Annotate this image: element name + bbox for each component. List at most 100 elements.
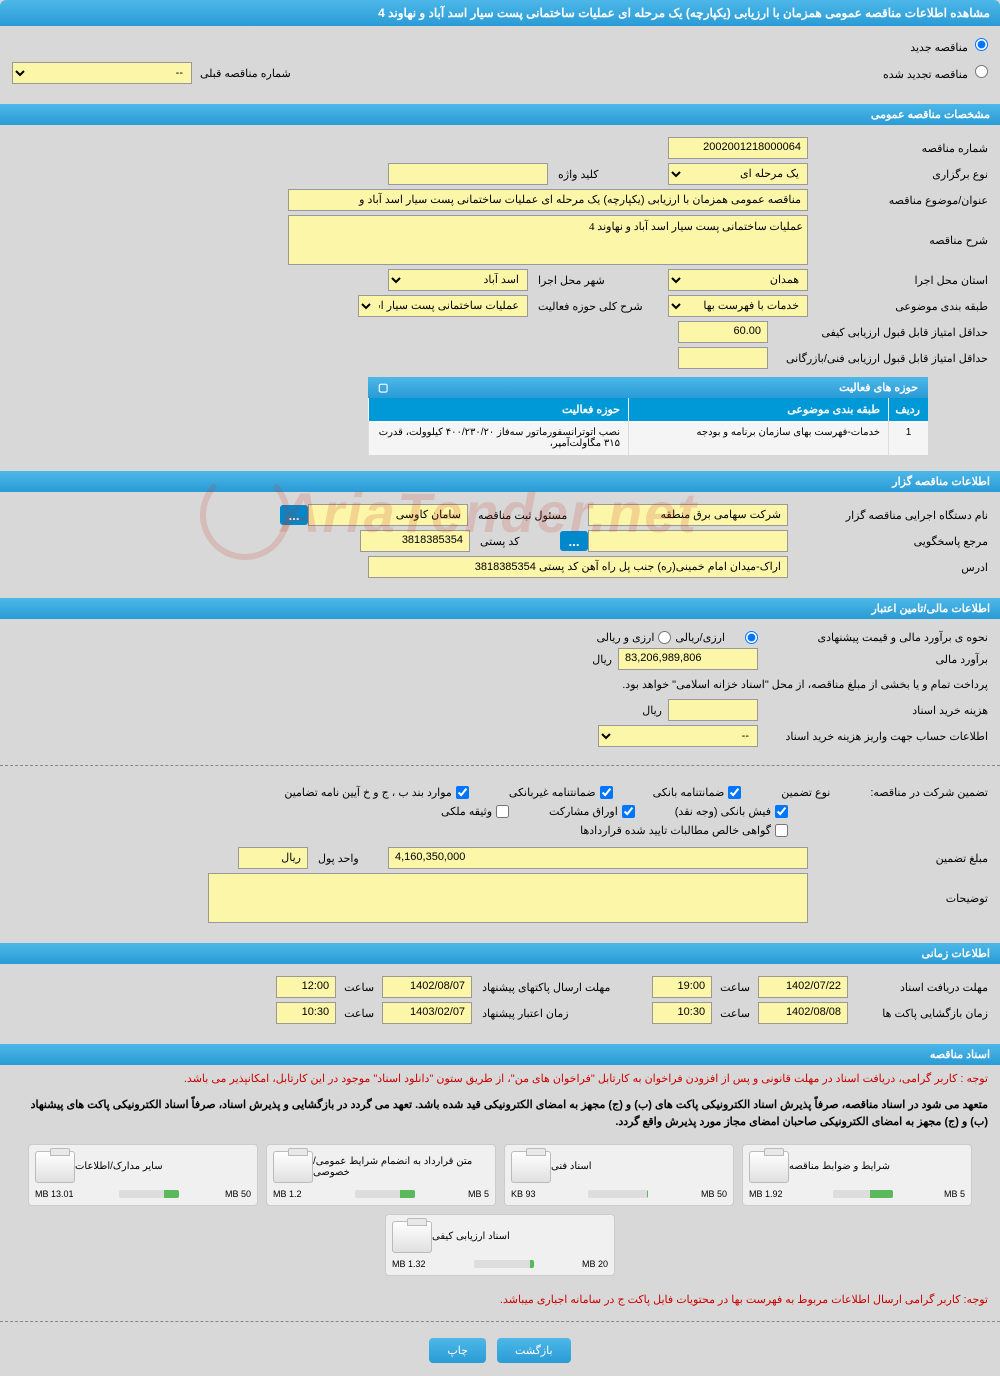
unit-value: ریال	[238, 847, 308, 869]
tender-no-label: شماره مناقصه	[808, 142, 988, 155]
col-class-header: طبقه بندی موضوعی	[628, 398, 888, 421]
keyword-label: کلید واژه	[548, 168, 668, 181]
province-select[interactable]: همدان	[668, 269, 808, 291]
folder-icon	[273, 1151, 313, 1183]
method-label: نحوه ی برآورد مالی و قیمت پیشنهادی	[758, 631, 988, 644]
file-max: 20 MB	[582, 1259, 608, 1269]
estimate-label: برآورد مالی	[758, 653, 988, 666]
post-value: 3818385354	[360, 530, 470, 552]
file-max: 5 MB	[468, 1189, 489, 1199]
collapse-icon[interactable]: ▢	[378, 381, 388, 394]
folder-icon	[749, 1151, 789, 1183]
chk-cash[interactable]	[775, 805, 788, 818]
keyword-input[interactable]	[388, 163, 548, 185]
docs-warning-1: توجه : کاربر گرامی، دریافت اسناد در مهلت…	[0, 1065, 1000, 1095]
back-button[interactable]: بازگشت	[497, 1338, 571, 1363]
resp-lookup-button[interactable]: ...	[280, 505, 308, 525]
file-name: سایر مدارک/اطلاعات	[75, 1161, 251, 1172]
prev-tender-label: شماره مناقصه قبلی	[200, 67, 291, 80]
holding-type-select[interactable]: یک مرحله ای	[668, 163, 808, 185]
file-name: اسناد ارزیابی کیفی	[432, 1231, 608, 1242]
valid-date: 1403/02/07	[382, 1002, 472, 1024]
org-label: نام دستگاه اجرایی مناقصه گزار	[788, 509, 988, 522]
city-select[interactable]: اسد آباد	[388, 269, 528, 291]
chk-securities[interactable]	[622, 805, 635, 818]
section-financial: اطلاعات مالی/تامین اعتبار	[0, 598, 1000, 619]
file-max: 50 MB	[701, 1189, 727, 1199]
unit-label: واحد پول	[308, 852, 388, 865]
print-button[interactable]: چاپ	[429, 1338, 486, 1363]
lbl-property: وثیقه ملکی	[441, 805, 492, 818]
label-new-tender: مناقصه جدید	[910, 42, 968, 54]
doc-cost-value	[668, 699, 758, 721]
label-rial: ارزی/ریالی	[675, 631, 725, 644]
tender-desc-value[interactable]	[288, 215, 808, 265]
holding-type-label: نوع برگزاری	[808, 168, 988, 181]
file-box[interactable]: سایر مدارک/اطلاعات 50 MB 13.01 MB	[28, 1144, 258, 1206]
label-currency: ارزی و ریالی	[596, 631, 654, 644]
chk-bank[interactable]	[728, 786, 741, 799]
lbl-receivables: گواهی خالص مطالبات تایید شده قراردادها	[580, 824, 771, 837]
chk-receivables[interactable]	[775, 824, 788, 837]
send-time: 12:00	[276, 976, 336, 998]
open-date: 1402/08/08	[758, 1002, 848, 1024]
tender-title-value: مناقصه عمومی همزمان با ارزیابی (یکپارچه)…	[288, 189, 808, 211]
file-max: 50 MB	[225, 1189, 251, 1199]
payment-note: پرداخت تمام و یا بخشی از مبلغ مناقصه، از…	[12, 674, 988, 695]
file-name: شرایط و ضوابط مناقصه	[789, 1161, 965, 1172]
radio-renewed-tender[interactable]	[975, 65, 988, 78]
receive-time: 19:00	[652, 976, 712, 998]
tender-desc-label: شرح مناقصه	[808, 234, 988, 247]
label-renewed-tender: مناقصه تجدید شده	[883, 69, 968, 81]
doc-cost-label: هزینه خرید اسناد	[758, 704, 988, 717]
estimate-value: 83,206,989,806	[618, 648, 758, 670]
lbl-cash: فیش بانکی (وجه نقد)	[675, 805, 771, 818]
province-label: استان محل اجرا	[808, 274, 988, 287]
folder-icon	[35, 1151, 75, 1183]
activity-scope-label: شرح کلی حوزه فعالیت	[528, 300, 668, 313]
time-lbl-1: ساعت	[712, 981, 758, 994]
section-general: مشخصات مناقصه عمومی	[0, 104, 1000, 125]
file-size: 13.01 MB	[35, 1189, 74, 1199]
min-tech-value	[678, 347, 768, 369]
radio-rial[interactable]	[745, 631, 758, 644]
resp-label: مسئول ثبت مناقصه	[468, 509, 588, 522]
file-box[interactable]: اسناد ارزیابی کیفی 20 MB 1.32 MB	[385, 1214, 615, 1276]
prev-tender-select[interactable]: --	[12, 62, 192, 84]
docs-warning-3: توجه: کاربر گرامی ارسال اطلاعات مربوط به…	[0, 1286, 1000, 1316]
currency-label: ریال	[592, 653, 618, 666]
file-size: 93 KB	[511, 1189, 536, 1199]
post-label: کد پستی	[470, 535, 560, 548]
account-select[interactable]: --	[598, 725, 758, 747]
file-name: اسناد فنی	[551, 1161, 727, 1172]
file-box[interactable]: شرایط و ضوابط مناقصه 5 MB 1.92 MB	[742, 1144, 972, 1206]
subject-class-label: طبقه بندی موضوعی	[808, 300, 988, 313]
receive-label: مهلت دریافت اسناد	[848, 981, 988, 994]
tender-no-value: 2002001218000064	[668, 137, 808, 159]
col-scope-header: حوزه فعالیت	[368, 398, 628, 421]
page-title: مشاهده اطلاعات مناقصه عمومی همزمان با ار…	[0, 0, 1000, 26]
file-max: 5 MB	[944, 1189, 965, 1199]
account-label: اطلاعات حساب جهت واریز هزینه خرید اسناد	[758, 730, 988, 743]
contact-lookup-button[interactable]: ...	[560, 531, 588, 551]
col-row-header: ردیف	[888, 398, 928, 421]
chk-bond[interactable]	[456, 786, 469, 799]
progress-bar	[833, 1190, 893, 1198]
chk-nonbank[interactable]	[600, 786, 613, 799]
radio-new-tender[interactable]	[975, 38, 988, 51]
progress-bar	[355, 1190, 415, 1198]
section-docs: اسناد مناقصه	[0, 1044, 1000, 1065]
send-label: مهلت ارسال پاکتهای پیشنهاد	[472, 981, 652, 994]
file-box[interactable]: اسناد فنی 50 MB 93 KB	[504, 1144, 734, 1206]
notes-textarea[interactable]	[208, 873, 808, 923]
activity-scope-select[interactable]: عملیات ساختمانی پست سیار اسد آباد و نهاو…	[358, 295, 528, 317]
guarantee-amount-value: 4,160,350,000	[388, 847, 808, 869]
lbl-bank: ضمانتنامه بانکی	[653, 786, 725, 799]
subject-class-select[interactable]: خدمات با فهرست بها	[668, 295, 808, 317]
file-size: 1.92 MB	[749, 1189, 783, 1199]
city-label: شهر محل اجرا	[528, 274, 668, 287]
section-timing: اطلاعات زمانی	[0, 943, 1000, 964]
chk-property[interactable]	[496, 805, 509, 818]
file-box[interactable]: متن قرارداد به انضمام شرایط عمومی/خصوصی …	[266, 1144, 496, 1206]
radio-currency[interactable]	[658, 631, 671, 644]
